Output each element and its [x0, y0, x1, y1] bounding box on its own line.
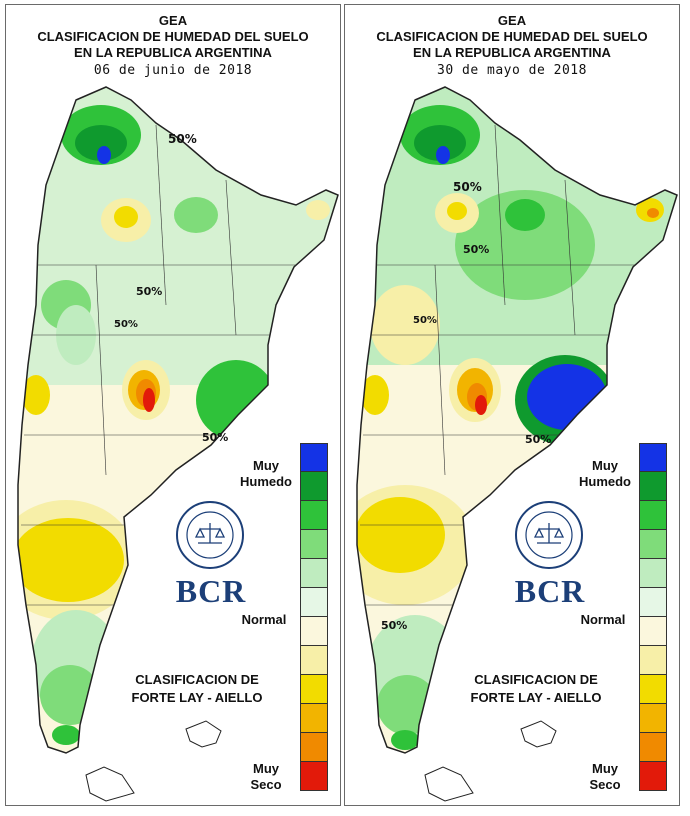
contour-label: 50%	[114, 319, 138, 330]
contour-label: 50%	[463, 243, 489, 256]
legend-swatch	[639, 588, 667, 617]
org-name: GEA	[158, 13, 188, 28]
legend-swatch	[300, 617, 328, 646]
legend-label-normal: Normal	[241, 612, 287, 627]
map-date: 30 de mayo de 2018	[437, 63, 587, 78]
legend-swatch	[639, 472, 667, 501]
legend-label-muy-humedo: Muy Humedo	[240, 458, 292, 489]
classification-label: CLASIFICACION DE FORTE LAY - AIELLO	[470, 672, 602, 705]
map-title-line1: CLASIFICACION DE HUMEDAD DEL SUELO	[376, 29, 648, 44]
legend-label-muy-seco: Muy Seco	[589, 761, 621, 792]
org-name: GEA	[497, 13, 527, 28]
bcr-seal-logo	[515, 501, 583, 569]
legend-swatch	[639, 675, 667, 704]
contour-label: 50%	[136, 285, 162, 298]
legend-swatch	[639, 646, 667, 675]
legend-label-normal: Normal	[580, 612, 626, 627]
map-title-line2: EN LA REPUBLICA ARGENTINA	[74, 45, 272, 60]
contour-label: 50%	[525, 433, 551, 446]
legend-swatch	[639, 704, 667, 733]
contour-label: 50%	[202, 431, 228, 444]
map-panel-right: 50% 50% 50% 50% 50% GEA CLASIFICACION DE…	[344, 4, 680, 806]
legend-swatch	[300, 501, 328, 530]
argentina-soil-moisture-map: 50% 50% 50% 50%	[17, 86, 339, 802]
map-panel-left: 50% 50% 50% 50% GEA CLASIFICACION DE HUM…	[5, 4, 341, 806]
moisture-legend	[639, 443, 667, 791]
legend-swatch	[300, 704, 328, 733]
map-date: 06 de junio de 2018	[93, 63, 253, 78]
contour-label: 50%	[381, 619, 407, 632]
legend-swatch	[639, 501, 667, 530]
bcr-seal-logo	[176, 501, 244, 569]
bcr-brand: BCR	[514, 573, 586, 609]
legend-swatch	[639, 530, 667, 559]
map-title-line2: EN LA REPUBLICA ARGENTINA	[413, 45, 611, 60]
legend-swatch	[300, 588, 328, 617]
classification-label: CLASIFICACION DE FORTE LAY - AIELLO	[131, 672, 263, 705]
legend-swatch	[639, 762, 667, 791]
legend-swatch	[300, 762, 328, 791]
legend-swatch	[300, 559, 328, 588]
legend-label-muy-seco: Muy Seco	[250, 761, 282, 792]
legend-swatch	[300, 530, 328, 559]
legend-label-muy-humedo: Muy Humedo	[579, 458, 631, 489]
legend-swatch	[300, 443, 328, 472]
moisture-legend	[300, 443, 328, 791]
contour-label: 50%	[413, 315, 437, 326]
argentina-soil-moisture-map: 50% 50% 50% 50% 50%	[356, 86, 678, 802]
legend-swatch	[300, 472, 328, 501]
legend-swatch	[639, 617, 667, 646]
legend-swatch	[639, 443, 667, 472]
legend-swatch	[300, 733, 328, 762]
map-title-line1: CLASIFICACION DE HUMEDAD DEL SUELO	[37, 29, 309, 44]
bcr-brand: BCR	[175, 573, 247, 609]
legend-swatch	[300, 646, 328, 675]
legend-swatch	[639, 559, 667, 588]
legend-swatch	[639, 733, 667, 762]
legend-swatch	[300, 675, 328, 704]
contour-label: 50%	[453, 180, 482, 194]
contour-label: 50%	[168, 132, 197, 146]
